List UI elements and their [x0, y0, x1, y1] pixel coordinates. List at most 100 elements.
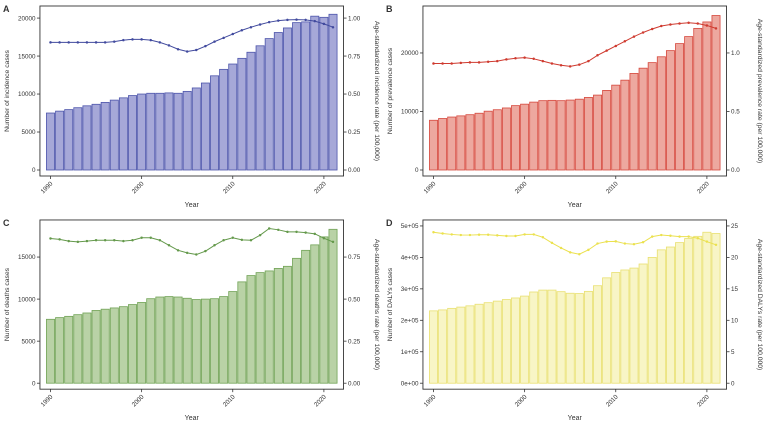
- rate-point-1997: [495, 59, 499, 63]
- x-tick-label: 2020: [695, 180, 710, 195]
- bar-2008: [210, 298, 219, 384]
- left-tick-label: 10000: [18, 296, 36, 303]
- right-tick-label: 15: [731, 286, 738, 293]
- rate-point-2010: [231, 236, 235, 239]
- rate-point-1994: [468, 61, 471, 64]
- bar-2012: [246, 275, 256, 384]
- bar-2006: [574, 98, 584, 171]
- bar-2003: [547, 289, 556, 384]
- x-tick-label: 2000: [513, 180, 528, 195]
- left-tick-label: 1e+05: [400, 349, 418, 356]
- rate-point-2018: [686, 21, 690, 25]
- right-tick-label: 0.5: [731, 109, 740, 116]
- bar-1998: [501, 107, 511, 171]
- bar-1994: [82, 312, 92, 384]
- panel-border: [421, 219, 727, 390]
- bar-2014: [647, 256, 657, 384]
- bar-2014: [647, 62, 657, 171]
- rate-point-1992: [67, 239, 70, 243]
- right-tick-label: 0: [731, 380, 735, 387]
- right-tick-label: 0.00: [348, 167, 361, 174]
- rate-point-2012: [249, 238, 253, 242]
- rate-point-1990: [49, 41, 52, 44]
- bar-1990: [428, 310, 438, 384]
- rate-point-2019: [696, 236, 699, 240]
- bar-2007: [583, 290, 593, 384]
- bar-1990: [428, 119, 438, 171]
- bar-1998: [118, 97, 128, 171]
- bars: [46, 228, 338, 384]
- bar-2001: [146, 92, 156, 171]
- right-tick-label: 0.25: [348, 338, 361, 345]
- bar-2008: [210, 75, 219, 171]
- rate-point-2014: [267, 227, 271, 230]
- rate-point-2007: [586, 59, 590, 63]
- rate-point-2007: [204, 44, 207, 48]
- chart-prevalence: 0 10000 20000 Number of prevalence cases 0.0…: [385, 4, 762, 209]
- rate-point-2016: [668, 23, 672, 26]
- bars: [428, 15, 720, 171]
- bar-2011: [619, 79, 629, 171]
- bar-2003: [164, 92, 174, 171]
- right-tick-label: 0.25: [348, 129, 361, 136]
- rate-point-2009: [604, 240, 608, 243]
- rate-point-1995: [94, 41, 98, 44]
- x-tick-label: 2000: [131, 180, 146, 195]
- bar-2018: [683, 238, 693, 384]
- rate-point-2020: [322, 236, 326, 240]
- rate-point-2013: [641, 31, 644, 34]
- rate-point-1991: [440, 232, 444, 235]
- right-tick-label: 20: [731, 255, 738, 262]
- rate-point-2021: [714, 27, 717, 30]
- rate-point-2016: [668, 234, 672, 237]
- rate-point-2006: [195, 253, 198, 256]
- bar-2019: [310, 15, 320, 171]
- left-axis: 0e+00 1e+05 2e+05 3e+05 4e+05 5e+05 Number of …: [386, 223, 423, 387]
- rate-point-2021: [331, 240, 335, 244]
- chart-deaths: 0 5000 10000 15000 Number of deaths cases 0.0…: [3, 218, 380, 422]
- rate-point-2010: [231, 32, 235, 36]
- right-tick-label: 5: [731, 349, 735, 356]
- rate-point-2013: [258, 233, 262, 237]
- rate-point-1998: [504, 58, 508, 61]
- x-axis: 1990 2000 2010 2020 Year: [422, 389, 711, 422]
- rate-point-1997: [113, 40, 116, 43]
- bar-1992: [446, 307, 456, 384]
- bar-2018: [301, 249, 311, 384]
- left-axis: 0 5000 10000 15000 20000 Number of incidence …: [4, 15, 40, 174]
- bar-1993: [455, 306, 465, 384]
- rate-point-2002: [158, 238, 162, 242]
- bar-2015: [273, 268, 283, 384]
- bar-1995: [474, 112, 484, 171]
- bar-2021: [711, 15, 720, 171]
- bar-1992: [64, 109, 74, 171]
- rate-point-2001: [531, 233, 535, 236]
- panel-c-deaths: 0 5000 10000 15000 Number of deaths cases 0.0…: [0, 214, 383, 427]
- bar-2002: [155, 92, 165, 171]
- bar-2006: [191, 299, 201, 384]
- rate-point-2014: [267, 20, 271, 24]
- right-tick-label: 0.75: [348, 53, 361, 60]
- right-tick-label: 0.75: [348, 254, 361, 261]
- rate-point-2021: [714, 243, 717, 247]
- bar-2004: [173, 296, 183, 384]
- rate-point-2015: [277, 228, 280, 232]
- rate-point-2008: [595, 54, 599, 57]
- bar-2012: [629, 267, 638, 384]
- x-tick-label: 2000: [131, 393, 146, 408]
- x-axis-title: Year: [567, 202, 582, 209]
- rate-point-2010: [614, 240, 617, 243]
- rate-point-1990: [49, 237, 52, 240]
- right-tick-label: 10: [731, 317, 738, 324]
- bar-2021: [328, 228, 338, 384]
- rate-point-2004: [559, 246, 562, 250]
- bar-2002: [537, 289, 547, 384]
- bar-1998: [118, 306, 128, 384]
- rate-point-2019: [313, 232, 317, 236]
- rate-point-2018: [304, 18, 307, 22]
- bar-2013: [255, 272, 265, 384]
- left-tick-label: 20000: [18, 15, 36, 22]
- bar-2017: [674, 43, 684, 171]
- chart-dalys: 0e+00 1e+05 2e+05 3e+05 4e+05 5e+05 Number of …: [385, 218, 762, 422]
- rate-point-2011: [240, 238, 244, 242]
